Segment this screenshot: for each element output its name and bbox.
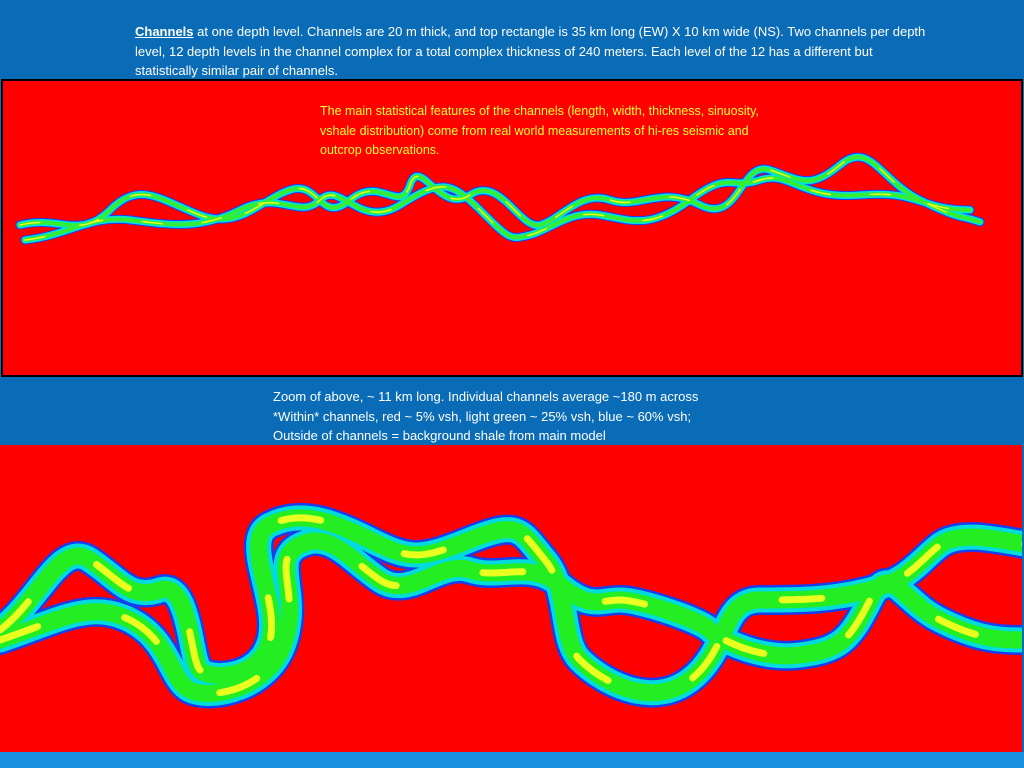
overlay-note: The main statistical features of the cha… [320,104,759,157]
header-title: Channels [135,24,194,39]
header-body: at one depth level. Channels are 20 m th… [135,24,926,78]
zoom-caption: Zoom of above, ~ 11 km long. Individual … [273,387,873,446]
caption-line: Outside of channels = background shale f… [273,428,606,443]
footer-band [0,752,1024,768]
caption-line: *Within* channels, red ~ 5% vsh, light g… [273,408,692,424]
caption-line: Zoom of above, ~ 11 km long. Individual … [273,389,699,404]
header-text: Channels at one depth level. Channels ar… [135,22,935,81]
